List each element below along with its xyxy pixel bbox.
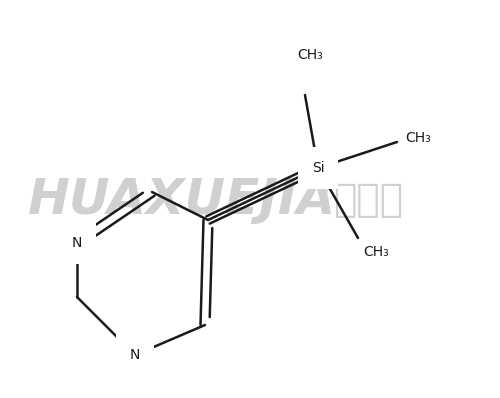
Text: N: N [130,348,140,362]
Text: ®: ® [315,183,330,197]
Text: CH₃: CH₃ [363,245,389,259]
Text: Si: Si [312,161,324,175]
Text: CH₃: CH₃ [405,131,431,145]
Text: N: N [72,236,82,250]
Text: 化学加: 化学加 [333,181,403,219]
Text: HUAXUEJIA: HUAXUEJIA [28,176,336,224]
Text: CH₃: CH₃ [297,48,323,62]
